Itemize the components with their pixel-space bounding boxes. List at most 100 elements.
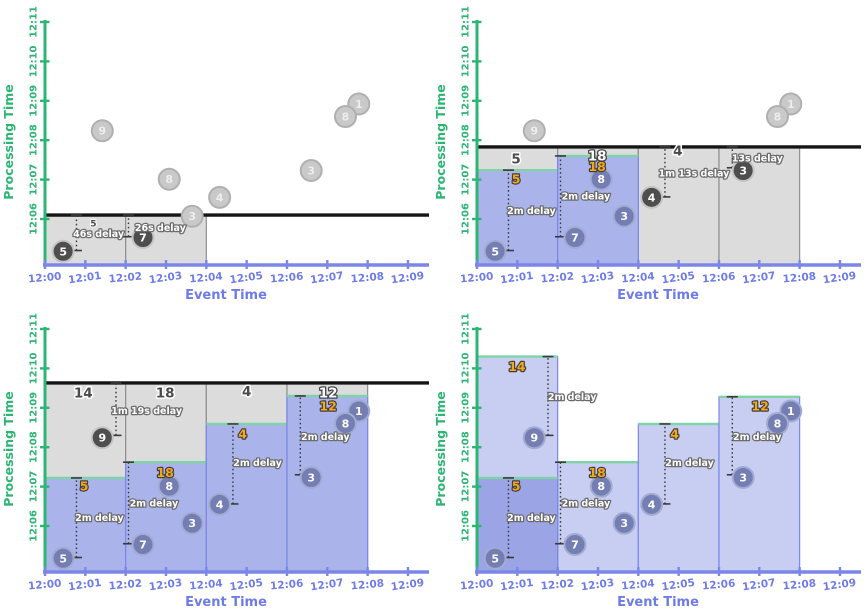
y-tick-label: 12:10 [461,352,472,384]
x-tick-label: 12:09 [822,270,857,287]
blue-window-panes [44,394,369,573]
y-axis-title: Processing Time [433,84,448,199]
event-circle-value: 7 [139,539,147,552]
x-tick-label: 12:01 [500,270,535,287]
y-tick-label: 12:08 [29,124,40,156]
event-circle [51,239,75,263]
delay-lines [502,146,738,252]
x-tick-label: 12:02 [108,271,142,286]
delay-label: 2m delay [507,513,556,524]
y-tick-label: 12:07 [29,471,40,503]
event-circle [731,466,755,490]
event-circle [765,412,789,436]
event-circle [131,226,155,250]
event-circle-value: 8 [165,173,173,186]
event-circle-value: 8 [774,418,782,431]
y-tick-label: 12:11 [461,6,472,38]
y-tick-label: 12:10 [461,45,472,77]
x-tick-label: 12:00 [460,578,494,593]
x-tick-label: 12:08 [782,578,816,593]
delay-label: 13s delay [732,153,784,164]
window-value-label: 12 [319,398,336,413]
delay-label: 2m delay [130,499,179,510]
blue-window-panes [476,355,801,573]
delay-label: 2m delay [301,432,350,443]
delay-label: 2m delay [233,458,282,469]
event-circle [640,185,664,209]
x-axis-title: Event Time [617,288,699,303]
event-circle [612,204,636,228]
y-tick-label: 12:11 [29,6,40,38]
x-tick-label: 12:00 [28,271,62,286]
event-circle [612,511,636,535]
event-circle [589,474,613,498]
value-labels: 5 18 4 5 18 [510,142,684,188]
event-circle [299,466,323,490]
x-tick-label: 12:00 [460,271,494,286]
event-circle-value: 7 [139,232,147,245]
axes: 12:06 12:07 12:08 12:09 12:10 12:11 Processing… [433,313,861,610]
x-tick-label: 12:04 [621,578,655,593]
y-tick-label: 12:09 [461,85,472,117]
x-tick-label: 12:05 [229,270,264,287]
x-tick-label: 12:06 [270,578,304,593]
event-circle-value: 8 [165,480,173,493]
event-circle [299,159,323,183]
event-circle-value: 3 [739,472,747,485]
window-value-label: 5 [90,220,96,230]
value-labels: 14 18 4 12 5 18 4 12 [72,382,338,495]
x-tick-label: 12:04 [621,271,655,286]
window-value-label: 18 [588,465,605,480]
delay-label: 1m 13s delay [659,168,731,179]
x-tick-label: 12:06 [270,271,304,286]
event-circle [180,511,204,535]
y-tick-label: 12:09 [29,85,40,117]
y-tick-label: 12:10 [29,45,40,77]
y-tick-label: 12:06 [29,203,40,235]
event-circle-value: 3 [307,472,315,485]
x-tick-label: 12:01 [500,577,535,594]
delay-label: 1m 19s delay [111,406,183,417]
x-tick-label: 12:03 [148,270,183,287]
event-circle [333,105,357,129]
x-tick-label: 12:08 [782,271,816,286]
event-circle-value: 8 [342,418,350,431]
event-circle [90,119,114,143]
event-circle-value: 7 [571,539,579,552]
chart-bottom-right: 5 7 3 8 4 3 9 1 8 2m delay 2m delay 2m delay 2m dela… [432,307,864,614]
x-tick-label: 12:09 [390,577,425,594]
chart-top-right: 5 7 3 8 4 3 9 1 8 2m delay 2m delay 1m 13s delay 13s… [432,0,864,307]
window-value-label: 4 [238,426,247,441]
x-tick-label: 12:05 [229,577,264,594]
delay-label: 2m delay [562,499,611,510]
event-circle [522,426,546,450]
event-circle [589,167,613,191]
event-circle-value: 7 [571,232,579,245]
event-circle-value: 8 [774,111,782,124]
event-circle-value: 3 [188,517,196,530]
y-tick-label: 12:08 [461,431,472,463]
y-tick-label: 12:10 [29,352,40,384]
event-circle-value: 4 [648,191,656,204]
y-tick-label: 12:08 [29,431,40,463]
value-labels: 14 5 18 4 12 [507,358,770,495]
window-value-label: 12 [319,386,338,402]
event-circle [131,533,155,557]
event-circle [483,546,507,570]
x-tick-label: 12:03 [580,270,615,287]
x-tick-label: 12:09 [390,270,425,287]
event-circle-value: 9 [530,432,538,445]
event-circle-value: 4 [648,498,656,511]
event-circle-value: 9 [98,432,106,445]
event-circle-value: 9 [530,125,538,138]
delay-label: 26s delay [135,223,187,234]
event-circle [208,185,232,209]
window-value-label: 5 [512,172,521,187]
